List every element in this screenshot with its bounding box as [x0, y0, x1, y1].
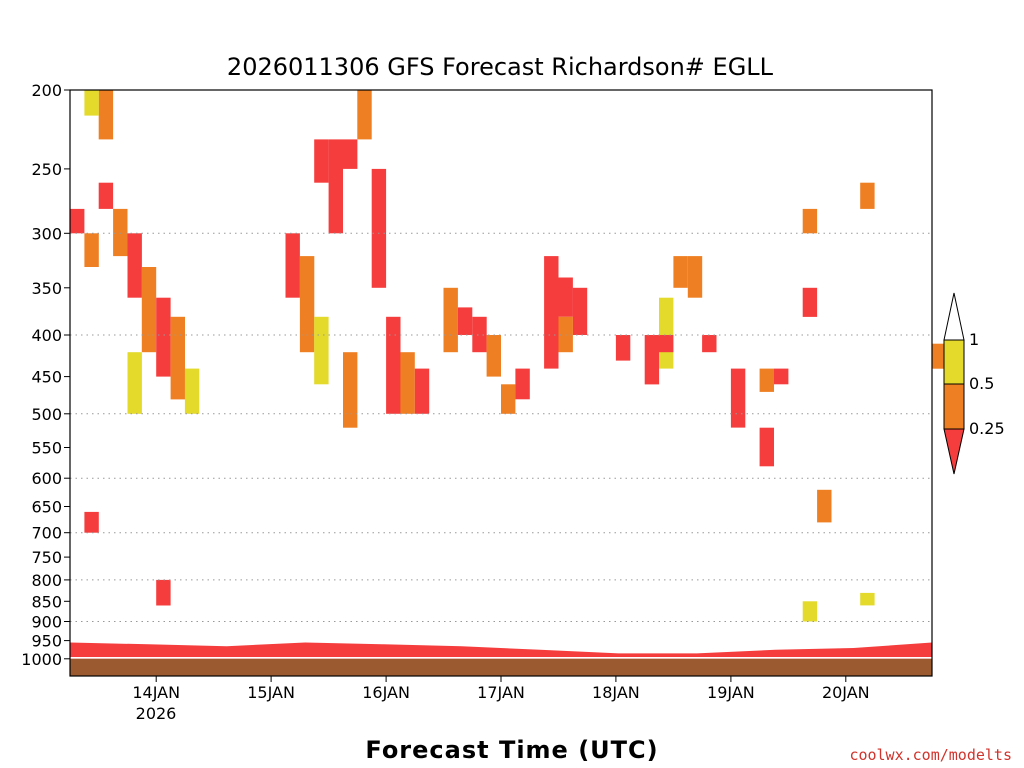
y-tick-label: 800	[31, 571, 62, 590]
heatmap-cell	[515, 368, 530, 400]
heatmap-cell	[558, 277, 573, 317]
x-tick-label: 18JAN	[592, 683, 640, 702]
y-tick-label: 550	[31, 439, 62, 458]
y-tick-label: 650	[31, 498, 62, 517]
heatmap-cell	[759, 427, 774, 467]
x-tick-label: 19JAN	[707, 683, 755, 702]
heatmap-cell	[98, 90, 114, 140]
heatmap-cell	[687, 256, 703, 298]
y-tick-label: 250	[31, 160, 62, 179]
x-tick-label: 17JAN	[477, 683, 525, 702]
legend-cap-bottom	[943, 428, 965, 475]
heatmap-cell	[84, 233, 99, 267]
credit-text: coolwx.com/modelts	[849, 746, 1012, 764]
y-tick-label: 1000	[21, 650, 62, 669]
heatmap-cell	[644, 335, 660, 385]
heatmap-cell	[343, 139, 358, 169]
legend-label: 0.25	[969, 419, 1005, 438]
heatmap-cell	[457, 307, 473, 335]
heatmap-cell	[802, 287, 818, 317]
heatmap-cell	[817, 489, 832, 523]
heatmap-cell	[70, 208, 85, 234]
heatmap-cell	[98, 182, 114, 209]
heatmap-cell	[113, 208, 128, 257]
heatmap-cell	[730, 368, 746, 428]
heatmap-cell	[357, 90, 372, 140]
heatmap-cell	[544, 256, 559, 369]
heatmap-cell	[659, 297, 674, 369]
heatmap-cell	[702, 335, 717, 353]
x-axis-label: Forecast Time (UTC)	[365, 736, 658, 764]
heatmap-cell	[285, 233, 300, 298]
heatmap-cell	[127, 233, 142, 298]
x-tick-label: 20JAN	[822, 683, 870, 702]
surface-layer	[70, 642, 932, 676]
legend-cap-top	[943, 292, 965, 341]
y-tick-label: 500	[31, 405, 62, 424]
heatmap-cell	[328, 139, 343, 234]
y-axis: 200 250 300 350 400 450 500 550 600 650 700 750 800 8…	[21, 81, 70, 669]
y-gridlines	[70, 232, 932, 622]
y-tick-label: 700	[31, 524, 62, 543]
heatmap-cell	[472, 316, 487, 353]
y-tick-label: 450	[31, 368, 62, 387]
heatmap-cell	[299, 256, 315, 353]
heatmap-cell	[314, 139, 329, 183]
heatmap-cell	[802, 208, 818, 234]
heatmap-cell	[400, 352, 415, 414]
legend-label: 1	[969, 330, 979, 349]
heatmap-cell	[802, 601, 818, 622]
heatmap-cell	[343, 352, 358, 428]
heatmap-cells	[70, 90, 947, 622]
y-tick-label: 400	[31, 326, 62, 345]
x-tick-label: 14JAN	[132, 683, 180, 702]
heatmap-cell	[141, 267, 157, 353]
heatmap-cell	[759, 368, 774, 392]
heatmap-cell	[860, 182, 875, 209]
y-tick-label: 750	[31, 548, 62, 567]
heatmap-cell	[501, 384, 516, 414]
legend-swatch	[943, 383, 965, 430]
heatmap-cell	[572, 287, 588, 335]
heatmap-cell	[659, 335, 674, 353]
heatmap-cell	[673, 256, 688, 288]
heatmap-cell	[156, 579, 171, 606]
heatmap-cell	[486, 335, 501, 377]
x-tick-label: 15JAN	[247, 683, 295, 702]
plot-frame	[69, 89, 933, 677]
ground-layer	[70, 658, 932, 676]
legend-label: 0.5	[969, 374, 994, 393]
color-legend: 1 0.5 0.25	[943, 292, 1005, 475]
heatmap-cell	[127, 352, 142, 414]
y-tick-label: 850	[31, 592, 62, 611]
heatmap-cell	[314, 316, 329, 385]
heatmap-cell	[443, 287, 458, 353]
x-sub-label: 2026	[136, 704, 177, 723]
heatmap-cell	[615, 335, 631, 361]
y-tick-label: 950	[31, 632, 62, 651]
heatmap-cell	[156, 297, 171, 377]
y-tick-label: 300	[31, 224, 62, 243]
heatmap-cell	[386, 316, 401, 414]
x-tick-label: 16JAN	[362, 683, 410, 702]
y-tick-label: 200	[31, 81, 62, 100]
legend-swatch	[943, 339, 965, 385]
heatmap-cell	[414, 368, 430, 414]
chart-title: 2026011306 GFS Forecast Richardson# EGLL	[227, 53, 774, 81]
y-tick-label: 350	[31, 279, 62, 298]
heatmap-cell	[774, 368, 789, 385]
heatmap-cell	[860, 592, 875, 606]
heatmap-cell	[84, 90, 99, 116]
x-axis: 14JAN 15JAN 16JAN 17JAN 18JAN 19JAN 20JAN	[132, 676, 870, 702]
boundary-layer	[70, 642, 932, 659]
heatmap-cell	[371, 168, 387, 288]
heatmap-cell	[184, 368, 200, 414]
heatmap-cell	[170, 316, 185, 400]
y-tick-label: 900	[31, 613, 62, 632]
heatmap-cell	[84, 511, 99, 533]
heatmap-cell	[932, 343, 947, 369]
y-tick-label: 600	[31, 469, 62, 488]
